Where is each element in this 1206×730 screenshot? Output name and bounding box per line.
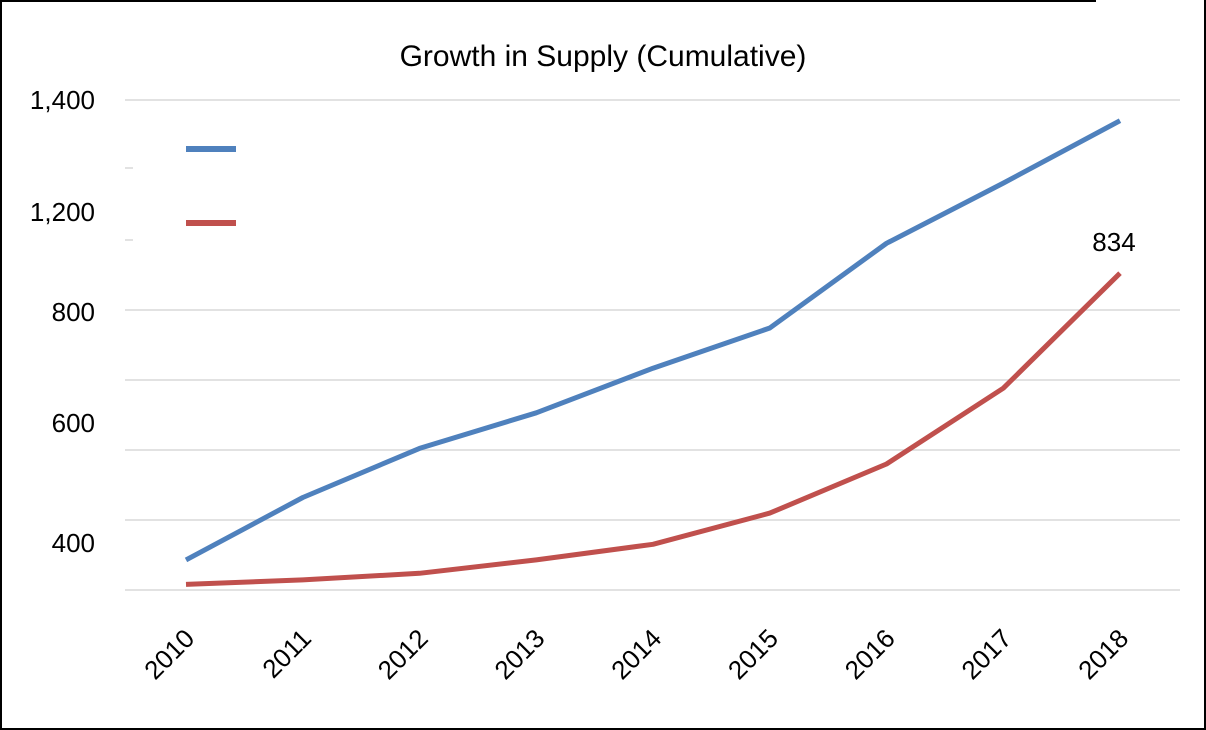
x-tick-label: 2015 xyxy=(722,623,784,685)
y-axis-tick-labels: 1,400 1,200 800 600 400 xyxy=(30,85,95,558)
x-tick-label: 2013 xyxy=(488,623,550,685)
x-tick-label: 2012 xyxy=(372,623,434,685)
x-tick-label: 2011 xyxy=(256,623,317,684)
series-lines xyxy=(184,118,1122,587)
y-tick-label: 400 xyxy=(52,528,95,558)
x-tick-label: 2017 xyxy=(955,623,1017,685)
x-tick-label: 2018 xyxy=(1072,623,1134,685)
legend xyxy=(186,146,236,226)
frame-top-edge xyxy=(0,0,1096,2)
x-tick-label: 2016 xyxy=(839,623,901,685)
y-tick-label: 1,400 xyxy=(30,85,95,115)
x-tick-label: 2010 xyxy=(138,623,200,685)
series-line-2 xyxy=(185,271,1122,587)
data-label: 834 xyxy=(1092,227,1135,257)
x-axis-tick-labels: 2010 2011 2012 2013 2014 2015 2016 2017 2018 xyxy=(138,623,1134,685)
series-line-1 xyxy=(184,118,1122,563)
chart-title: Growth in Supply (Cumulative) xyxy=(400,40,807,73)
data-labels: 834 xyxy=(1092,227,1135,257)
y-tick-label: 600 xyxy=(52,408,95,438)
y-tick-label: 1,200 xyxy=(30,197,95,227)
y-tick-label: 800 xyxy=(52,297,95,327)
gridlines xyxy=(125,99,1180,591)
x-tick-label: 2014 xyxy=(605,623,667,685)
